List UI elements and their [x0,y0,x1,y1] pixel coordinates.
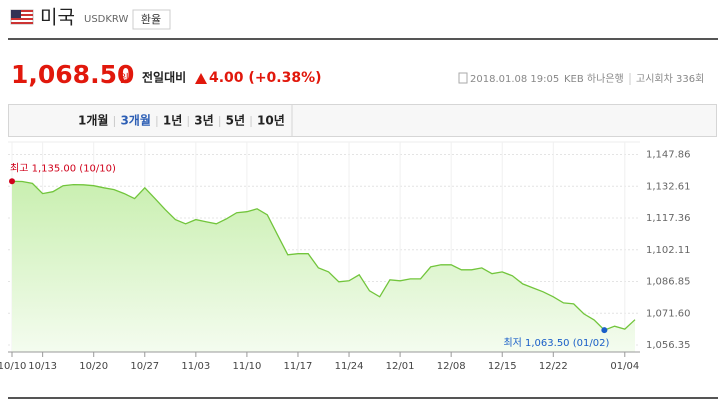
y-tick-label: 1,056.35 [646,340,691,351]
x-tick-label: 11/03 [181,361,210,372]
x-tick-label: 12/15 [488,361,517,372]
x-tick-label: 12/22 [539,361,568,372]
up-icon [195,73,207,84]
tab[interactable]: 3개월 [120,113,150,128]
x-tick-label: 11/24 [335,361,364,372]
datetime: 2018.01.08 19:05 [470,74,559,85]
x-tick-label: 01/04 [610,361,639,372]
change: 4.00 (+0.38%) [209,70,322,86]
x-tick-label: 11/17 [284,361,313,372]
x-tick-label: 12/08 [437,361,466,372]
y-tick-label: 1,102.11 [646,245,691,256]
tab[interactable]: 10년 [257,114,285,128]
flag [10,9,34,25]
y-tick-label: 1,132.61 [646,181,691,192]
tab[interactable]: 1년 [163,114,182,128]
x-tick-label: 10/27 [130,361,159,372]
tab[interactable]: 1개월 [78,113,108,128]
x-tick-label: 10/13 [28,361,57,372]
x-tick-label: 12/01 [386,361,415,372]
round: 고시회차 336회 [636,73,704,85]
y-tick-label: 1,147.86 [646,150,691,161]
rate-button-label[interactable]: 환율 [141,13,161,26]
y-tick-label: 1,071.60 [646,308,691,319]
price: 1,068.50 [11,60,134,89]
high-marker [9,178,15,185]
info-icon [458,72,468,84]
header-divider [8,38,718,40]
tab-bar [8,104,717,137]
y-tick-label: 1,086.85 [646,277,691,288]
price-line [11,180,636,331]
tab[interactable]: 5년 [226,114,245,128]
bank: KEB 하나은행 [564,72,624,85]
high-label: 최고 1,135.00 (10/10) [10,162,116,174]
change-label: 전일대비 [142,70,186,85]
tab[interactable]: 3년 [194,114,213,128]
bottom-divider [8,397,718,399]
code: USDKRW [84,14,128,25]
low-marker [601,327,608,334]
price-unit: 원 [119,72,129,85]
title: 미국 [40,7,75,29]
rate-button[interactable] [132,9,171,30]
low-label: 최저 1,063.50 (01/02) [503,337,609,349]
y-tick-label: 1,117.36 [646,213,691,224]
x-tick-label: 10/20 [79,361,108,372]
area-fill [12,181,635,352]
x-tick-label: 10/10 [0,361,26,372]
x-tick-label: 11/10 [232,361,261,372]
